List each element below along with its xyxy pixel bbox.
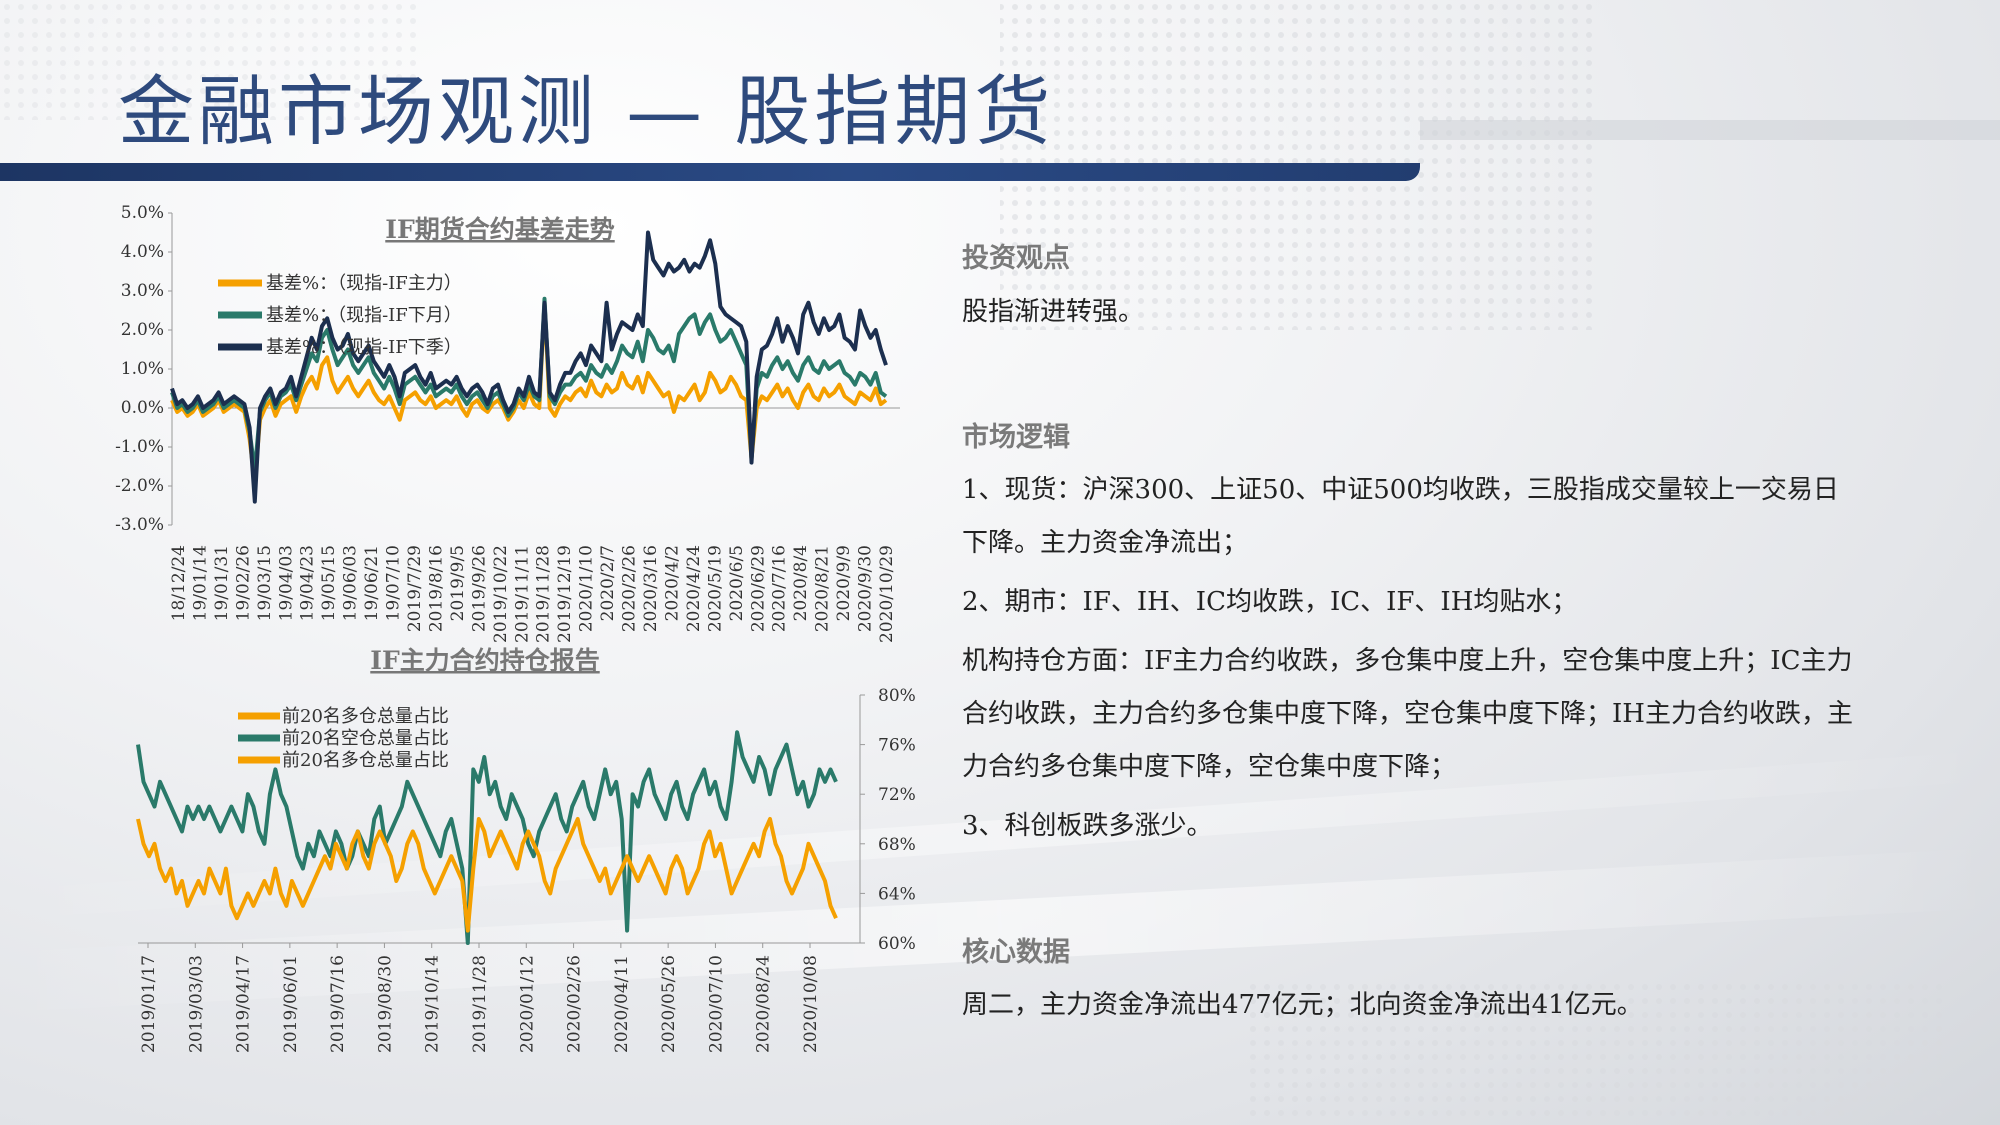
x-tick-label: 2020/05/26: [659, 955, 679, 1053]
x-tick-label: 2020/2/26: [620, 545, 640, 632]
y-tick-label: -2.0%: [115, 476, 164, 496]
x-tick-label: 19/01/14: [190, 545, 210, 621]
series-line: [170, 230, 888, 504]
x-tick-label: 2019/03/03: [186, 955, 206, 1053]
y-tick-label: 72%: [878, 785, 916, 805]
y-tick-label: 1.0%: [121, 359, 164, 379]
x-tick-label: 2020/9/9: [834, 545, 854, 621]
x-tick-label: 2019/11/28: [470, 955, 490, 1053]
x-tick-label: 2019/7/29: [405, 545, 425, 632]
y-tick-label: 60%: [878, 934, 916, 954]
legend-label: 前20名多仓总量占比: [282, 750, 449, 771]
y-tick-label: 80%: [878, 686, 916, 706]
x-tick-label: 2020/2/7: [598, 545, 618, 621]
series-line: [136, 730, 838, 945]
y-tick-label: 2.0%: [121, 320, 164, 340]
x-tick-label: 2020/3/16: [641, 545, 661, 632]
x-tick-label: 2020/08/24: [754, 955, 774, 1053]
x-tick-label: 19/05/15: [319, 545, 339, 621]
basis-chart: IF期货合约基差走势 5.0% 4.0% 3.0% 2.0% 1.0% 0.0% -1.0%…: [115, 203, 900, 643]
core-text: 周二，主力资金净流出477亿元；北向资金净流出41亿元。: [962, 990, 1643, 1020]
y-tick-label: 76%: [878, 736, 916, 756]
logic-line: 3、科创板跌多涨少。: [962, 811, 1213, 841]
x-tick-label: 2020/6/5: [727, 545, 747, 621]
x-tick-label: 2020/8/4: [791, 545, 811, 621]
view-text: 股指渐进转强。: [962, 297, 1145, 327]
x-tick-label: 2020/10/29: [877, 545, 897, 643]
x-tick-label: 19/06/03: [341, 545, 361, 621]
logic-line: 机构持仓方面：IF主力合约收跌，多仓集中度上升，空仓集中度上升；IC主力合约收跌…: [962, 646, 1853, 782]
x-tick-label: 2019/06/01: [281, 955, 301, 1053]
x-tick-label: 2020/07/10: [706, 955, 726, 1053]
core-heading: 核心数据: [962, 937, 1070, 968]
x-tick-label: 2019/01/17: [139, 955, 159, 1053]
x-tick-label: 2019/12/19: [555, 545, 575, 643]
y-tick-label: 3.0%: [121, 281, 164, 301]
x-tick-label: 2019/9/26: [469, 545, 489, 632]
x-tick-label: 19/04/23: [298, 545, 318, 621]
x-tick-label: 2020/4/2: [662, 545, 682, 621]
y-tick-label: 68%: [878, 835, 916, 855]
x-tick-label: 2020/01/12: [517, 955, 537, 1053]
x-tick-label: 19/07/10: [384, 545, 404, 621]
x-tick-label: 2020/9/30: [856, 545, 876, 632]
series-line: [170, 300, 888, 485]
y-tick-label: -3.0%: [115, 515, 164, 535]
view-heading: 投资观点: [962, 243, 1070, 274]
x-tick-label: 2020/6/29: [748, 545, 768, 632]
page-title: 金融市场观测 — 股指期货: [118, 67, 1055, 156]
y-tick-label: -1.0%: [115, 437, 164, 457]
x-tick-label: 19/06/21: [362, 545, 382, 621]
x-tick-label: 2020/04/11: [612, 955, 632, 1053]
x-tick-label: 2019/11/11: [512, 545, 532, 643]
y-tick-label: 4.0%: [121, 242, 164, 262]
x-tick-label: 2019/10/14: [423, 955, 443, 1053]
x-tick-label: 2019/07/16: [328, 955, 348, 1053]
x-tick-label: 19/01/31: [212, 545, 232, 621]
logic-line: 1、现货：沪深300、上证50、中证500均收跌，三股指成交量较上一交易日下降。…: [962, 475, 1839, 558]
x-tick-label: 2019/11/28: [534, 545, 554, 643]
title-underline-bar: [0, 163, 1420, 181]
legend-label: 基差%：（现指-IF下月）: [266, 305, 462, 326]
logic-heading: 市场逻辑: [962, 422, 1070, 453]
x-tick-label: 19/03/15: [255, 545, 275, 621]
x-tick-label: 2020/02/26: [565, 955, 585, 1053]
legend-label: 基差%：（现指-IF主力）: [266, 273, 462, 294]
basis-chart-title: IF期货合约基差走势: [385, 215, 614, 244]
position-chart: IF主力合约持仓报告 80% 76% 72% 68% 64% 60% 2019/01/17 2…: [136, 646, 916, 1053]
x-tick-label: 2019/8/16: [426, 545, 446, 632]
x-tick-label: 18/12/24: [169, 545, 189, 621]
x-tick-label: 2020/5/19: [705, 545, 725, 632]
x-tick-label: 2020/7/16: [770, 545, 790, 632]
logic-text: 1、现货：沪深300、上证50、中证500均收跌，三股指成交量较上一交易日下降。…: [962, 464, 1862, 853]
y-tick-label: 64%: [878, 884, 916, 904]
logic-line: 2、期市：IF、IH、IC均收跌，IC、IF、IH均贴水；: [962, 587, 1578, 617]
x-tick-label: 2020/10/08: [801, 955, 821, 1053]
x-tick-label: 2020/1/10: [577, 545, 597, 632]
series-line: [136, 817, 838, 933]
x-tick-label: 2019/08/30: [375, 955, 395, 1053]
x-tick-label: 19/04/03: [276, 545, 296, 621]
x-tick-label: 2019/04/17: [234, 955, 254, 1053]
y-tick-label: 0.0%: [121, 398, 164, 418]
position-chart-title: IF主力合约持仓报告: [370, 646, 599, 675]
x-tick-label: 2020/4/24: [684, 545, 704, 632]
legend-label: 前20名空仓总量占比: [282, 728, 449, 749]
x-tick-label: 2019/9/5: [448, 545, 468, 621]
legend-label: 前20名多仓总量占比: [282, 706, 449, 727]
series-line: [170, 296, 888, 473]
y-tick-label: 5.0%: [121, 203, 164, 223]
x-tick-label: 2019/10/22: [491, 545, 511, 643]
x-tick-label: 19/02/26: [233, 545, 253, 621]
legend-label: 基差%：（现指-IF下季）: [266, 337, 462, 358]
x-tick-label: 2020/8/21: [813, 545, 833, 632]
